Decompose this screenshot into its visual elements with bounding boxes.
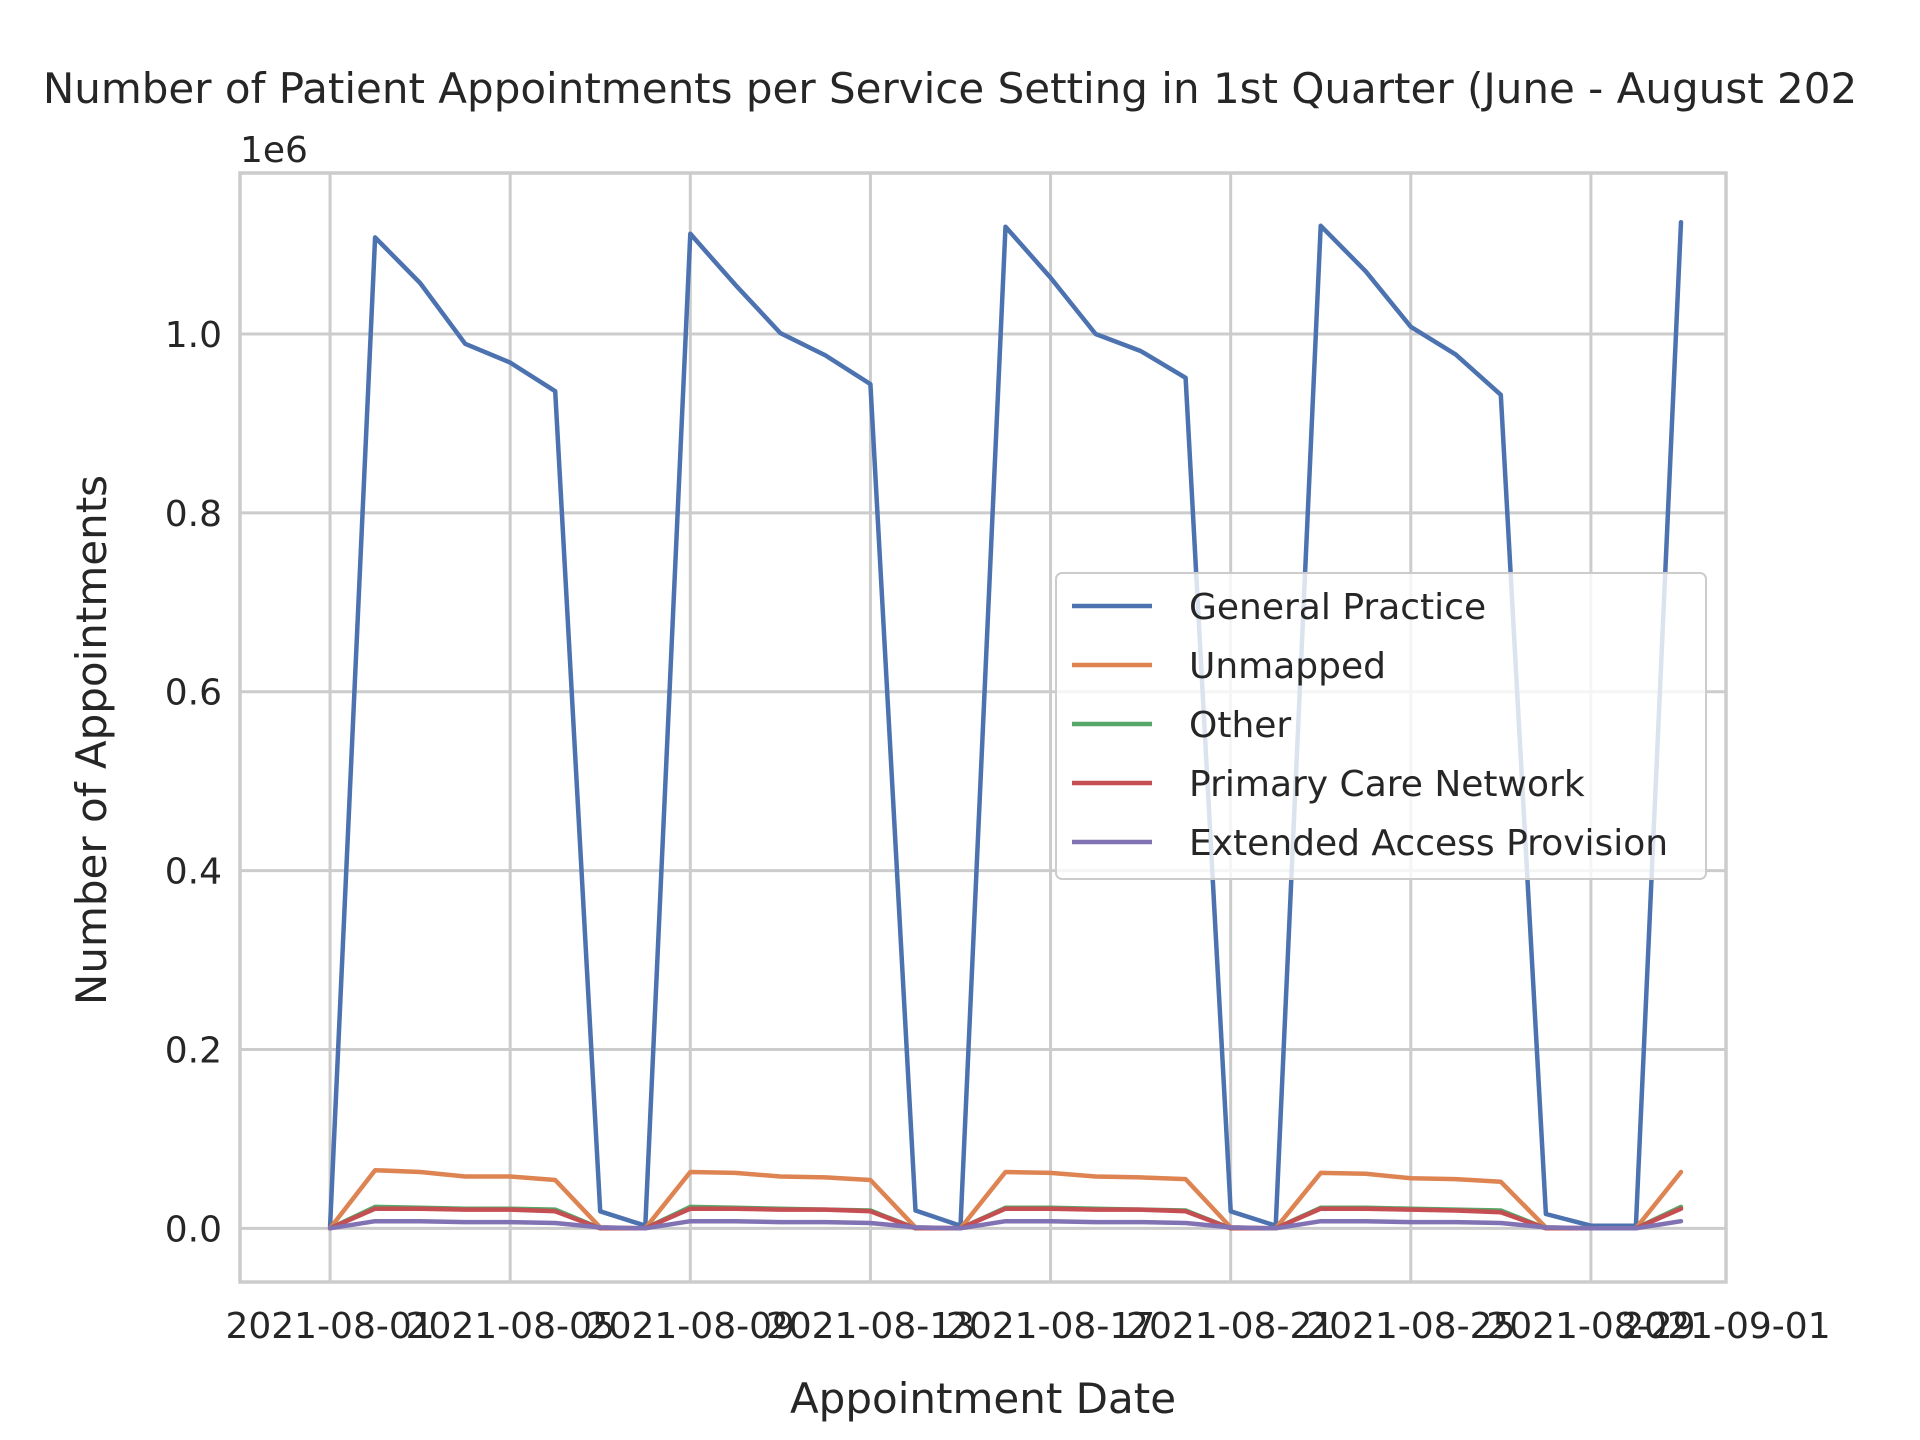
x-tick-label: 2021-08-09 — [586, 1306, 795, 1347]
x-tick-label: 2021-08-21 — [1126, 1306, 1335, 1347]
x-tick-label: 2021-08-29 — [1486, 1306, 1695, 1347]
y-axis-label: Number of Appointments — [67, 475, 116, 1005]
x-tick-label: 2021-09-01 — [1621, 1306, 1830, 1347]
series-line-extended-access-provision — [327, 1218, 1684, 1231]
x-tick-label: 2021-08-13 — [766, 1306, 975, 1347]
y-axis-offset-label: 1e6 — [240, 130, 308, 171]
chart-title: Number of Patient Appointments per Servi… — [43, 64, 1857, 113]
y-tick-label: 0.2 — [165, 1030, 222, 1071]
legend-box — [1055, 572, 1707, 880]
legend-entry-label: Primary Care Network — [1189, 764, 1585, 805]
y-tick-label: 0.6 — [165, 673, 222, 714]
y-tick-label: 1.0 — [165, 315, 222, 356]
legend-entry-label: General Practice — [1189, 587, 1486, 628]
y-axis-ticks: 0.0 0.2 0.4 0.6 0.8 1.0 — [165, 315, 222, 1250]
series-line-primary-care-network — [327, 1206, 1684, 1231]
plot-area-frame — [238, 171, 1728, 1284]
x-axis-ticks: 2021-08-012021-08-052021-08-092021-08-13… — [225, 1306, 1830, 1347]
y-tick-label: 0.4 — [165, 852, 222, 893]
series-line-unmapped — [327, 1167, 1684, 1231]
legend-entry-label: Extended Access Provision — [1189, 823, 1668, 864]
x-tick-label: 2021-08-25 — [1306, 1306, 1515, 1347]
x-tick-label: 2021-08-01 — [225, 1306, 434, 1347]
y-tick-label: 0.8 — [165, 494, 222, 535]
x-tick-label: 2021-08-17 — [946, 1306, 1155, 1347]
series-lines — [327, 219, 1684, 1231]
y-tick-label: 0.0 — [165, 1209, 222, 1250]
legend: General Practice Unmapped Other Primary Car… — [1055, 572, 1707, 880]
legend-entry-label: Unmapped — [1189, 646, 1386, 687]
series-line-general-practice — [327, 219, 1684, 1228]
x-axis-label: Appointment Date — [790, 1374, 1176, 1423]
x-tick-label: 2021-08-05 — [406, 1306, 615, 1347]
legend-entry-label: Other — [1189, 705, 1291, 746]
